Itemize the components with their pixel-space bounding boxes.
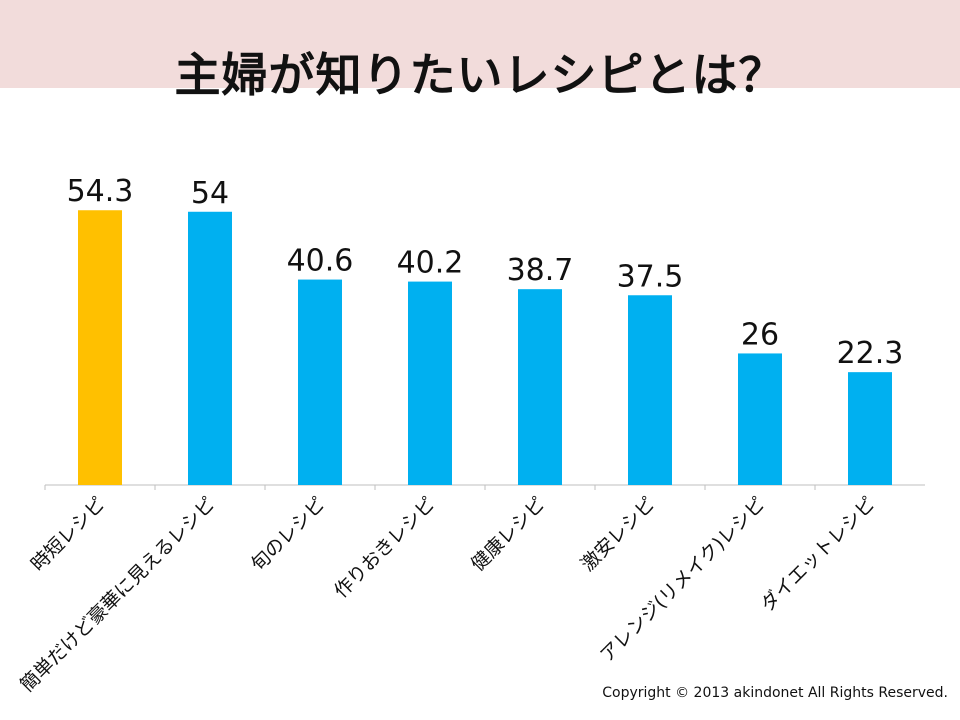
data-label-1: 54.3 <box>67 174 134 209</box>
data-label-7: 26 <box>741 317 779 352</box>
bar-7 <box>738 353 782 485</box>
data-label-5: 38.7 <box>507 253 574 288</box>
category-label-6: 激安レシピ <box>577 493 660 576</box>
bar-5 <box>518 289 562 485</box>
category-label-2: 簡単だけど豪華に見えるレシピ <box>16 493 219 696</box>
bar-8 <box>848 372 892 485</box>
data-label-3: 40.6 <box>287 244 354 279</box>
data-label-2: 54 <box>191 176 229 211</box>
bar-4 <box>408 281 452 485</box>
bar-6 <box>628 295 672 485</box>
copyright-notice: Copyright © 2013 akindonet All Rights Re… <box>602 685 948 701</box>
category-label-4: 作りおきレシピ <box>330 493 440 603</box>
title-band <box>0 0 960 88</box>
page-title: 主婦が知りたいレシピとは？ <box>174 48 786 102</box>
bar-2 <box>188 211 232 485</box>
data-label-8: 22.3 <box>837 336 904 371</box>
data-label-6: 37.5 <box>617 259 684 294</box>
category-label-3: 旬のレシピ <box>247 493 330 576</box>
bar-1 <box>78 210 122 485</box>
bar-3 <box>298 279 342 485</box>
category-label-1: 時短レシピ <box>27 493 110 576</box>
category-label-5: 健康レシピ <box>467 493 550 576</box>
category-label-8: ダイエットレシピ <box>757 493 880 616</box>
data-label-4: 40.2 <box>397 246 464 281</box>
